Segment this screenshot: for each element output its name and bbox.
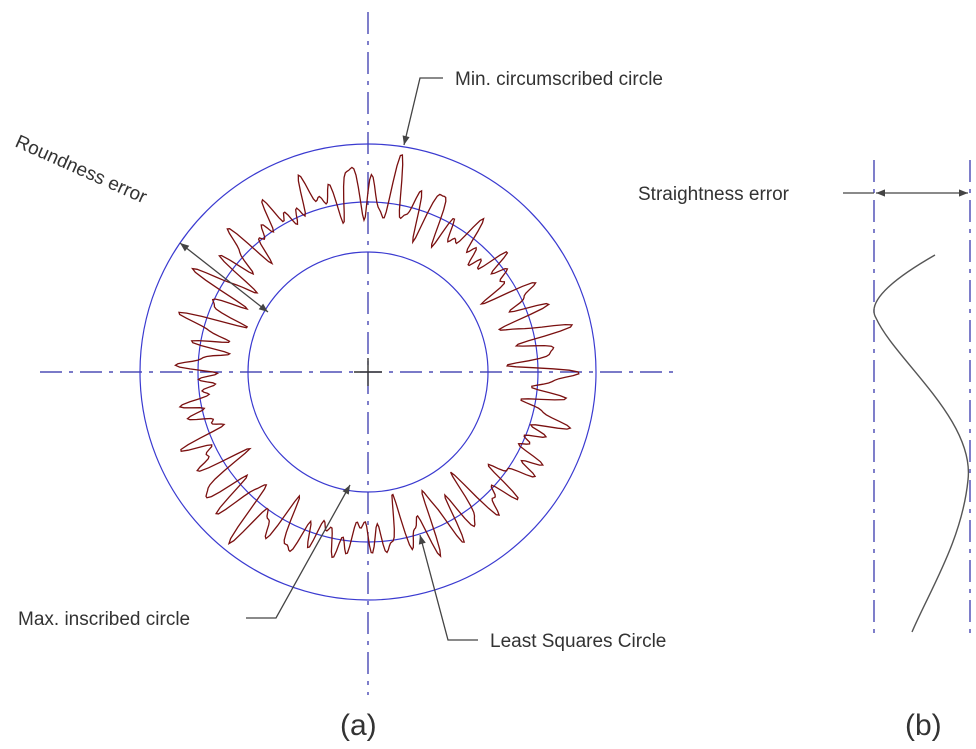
caption-a: (a): [340, 709, 377, 742]
least-squares-circle: [197, 201, 539, 543]
label-roundness-error: Roundness error: [12, 131, 150, 208]
max-inscribed-circle: [247, 251, 489, 493]
min-circumscribed-circle: [139, 143, 597, 601]
roundness-arrow: [179, 242, 269, 313]
label-max-inscribed: Max. inscribed circle: [18, 609, 190, 630]
leader-max-inscribed: [246, 484, 351, 619]
roundness-profile: [174, 154, 580, 559]
caption-b: (b): [905, 709, 942, 742]
label-straightness-error: Straightness error: [638, 184, 790, 205]
label-least-squares: Least Squares Circle: [490, 631, 666, 652]
leader-min-circle: [402, 77, 443, 146]
leader-least-squares: [418, 534, 478, 641]
straightness-profile: [873, 254, 969, 633]
label-min-circle: Min. circumscribed circle: [455, 69, 663, 90]
